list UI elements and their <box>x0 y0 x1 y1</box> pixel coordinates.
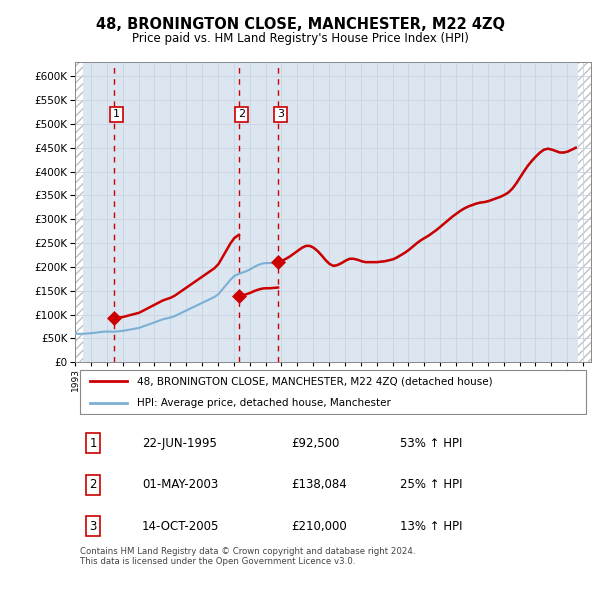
Text: 25% ↑ HPI: 25% ↑ HPI <box>400 478 463 491</box>
Text: Contains HM Land Registry data © Crown copyright and database right 2024.
This d: Contains HM Land Registry data © Crown c… <box>80 547 416 566</box>
Text: 1: 1 <box>89 437 97 450</box>
Text: £210,000: £210,000 <box>292 520 347 533</box>
Bar <box>75 62 83 362</box>
Bar <box>578 62 591 362</box>
Text: 3: 3 <box>89 520 97 533</box>
Text: 22-JUN-1995: 22-JUN-1995 <box>142 437 217 450</box>
Text: HPI: Average price, detached house, Manchester: HPI: Average price, detached house, Manc… <box>137 398 391 408</box>
Text: 3: 3 <box>277 109 284 119</box>
Text: 53% ↑ HPI: 53% ↑ HPI <box>400 437 463 450</box>
FancyBboxPatch shape <box>80 370 586 414</box>
Text: 2: 2 <box>238 109 245 119</box>
Text: 1: 1 <box>113 109 120 119</box>
Text: 48, BRONINGTON CLOSE, MANCHESTER, M22 4ZQ: 48, BRONINGTON CLOSE, MANCHESTER, M22 4Z… <box>95 17 505 31</box>
Text: £138,084: £138,084 <box>292 478 347 491</box>
Text: 48, BRONINGTON CLOSE, MANCHESTER, M22 4ZQ (detached house): 48, BRONINGTON CLOSE, MANCHESTER, M22 4Z… <box>137 376 493 386</box>
Text: 13% ↑ HPI: 13% ↑ HPI <box>400 520 463 533</box>
Text: 01-MAY-2003: 01-MAY-2003 <box>142 478 218 491</box>
Text: 14-OCT-2005: 14-OCT-2005 <box>142 520 220 533</box>
Text: 2: 2 <box>89 478 97 491</box>
Text: £92,500: £92,500 <box>292 437 340 450</box>
Text: Price paid vs. HM Land Registry's House Price Index (HPI): Price paid vs. HM Land Registry's House … <box>131 32 469 45</box>
